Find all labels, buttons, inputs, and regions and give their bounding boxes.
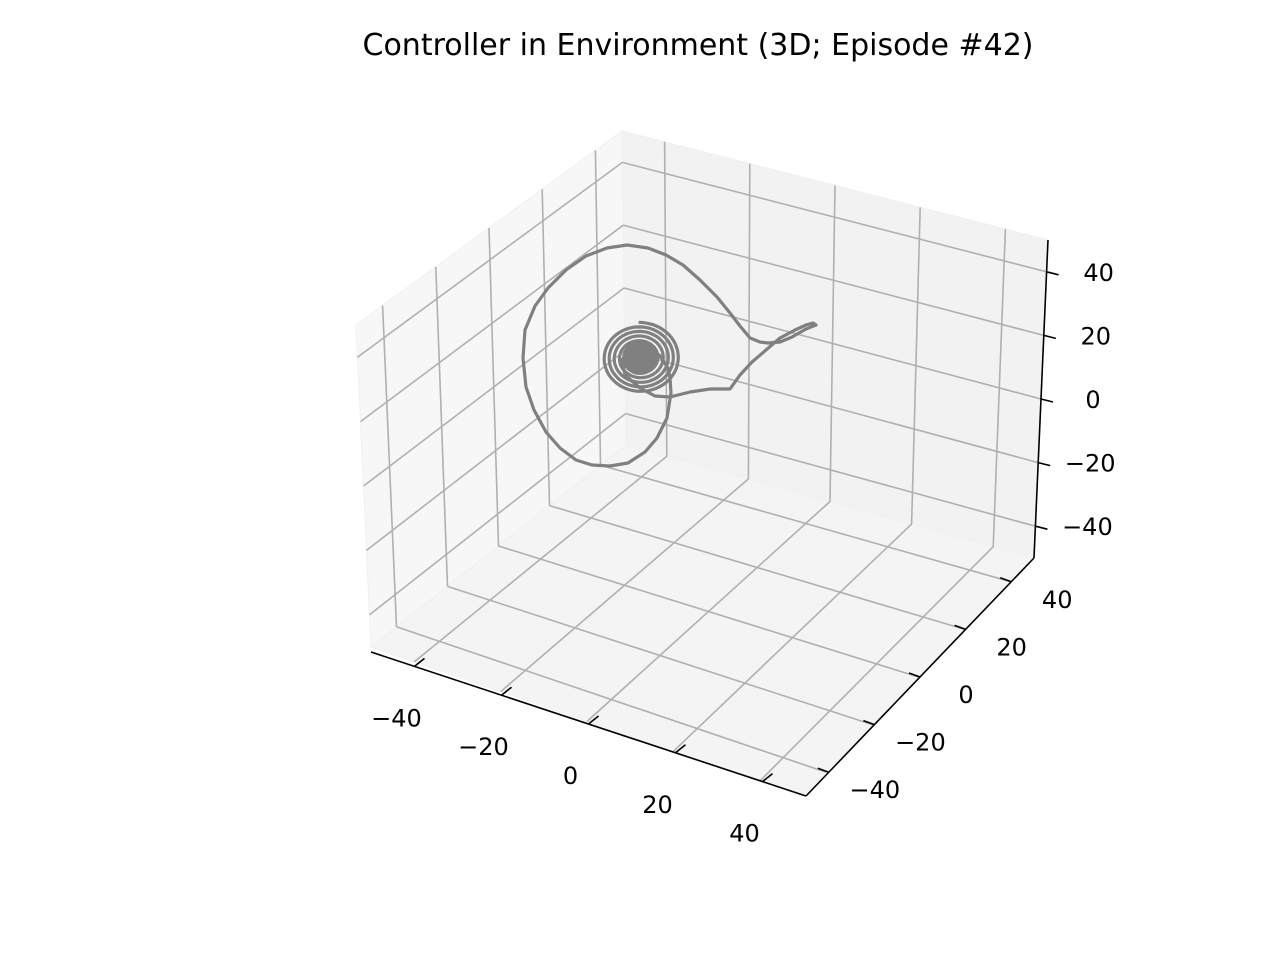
grid-left-z-2 <box>363 287 625 487</box>
grid-back-z-2 <box>623 287 1042 400</box>
grid-left-z-3 <box>360 224 624 423</box>
grid-left-z-4 <box>357 161 623 358</box>
x-tick-mark-3 <box>675 744 686 754</box>
grid-back-pane <box>622 141 1047 547</box>
x-tick-mark-4 <box>762 772 773 783</box>
x-tick-mark-1 <box>501 686 512 696</box>
y-tick-mark-2 <box>908 672 921 678</box>
z-axis-ticks: −40 −20 0 20 40 <box>1035 259 1116 541</box>
z-tick-label-1: −20 <box>1065 450 1116 478</box>
trajectory-outer-loop <box>521 243 818 468</box>
x-tick-mark-2 <box>588 715 599 725</box>
x-tick-label-2: 0 <box>563 762 578 790</box>
grid-floor-pane <box>396 455 1012 782</box>
chart-title: Controller in Environment (3D; Episode #… <box>363 28 1034 63</box>
y-axis-ticks: −40 −20 0 20 40 <box>817 577 1073 804</box>
x-tick-label-0: −40 <box>371 704 422 732</box>
z-tick-label-0: −40 <box>1062 513 1113 541</box>
y-tick-mark-1 <box>863 719 875 726</box>
x-axis-ticks: −40 −20 0 20 40 <box>371 657 773 848</box>
x-tick-label-1: −20 <box>458 733 509 761</box>
trajectory-attractor-core <box>622 341 658 375</box>
x-tick-label-3: 20 <box>642 791 673 819</box>
grid-left-y-3 <box>541 189 551 506</box>
z-tick-mark-3 <box>1043 334 1056 340</box>
y-tick-label-3: 20 <box>996 633 1027 661</box>
z-tick-mark-1 <box>1038 461 1051 467</box>
grid-floor-x-4 <box>759 546 994 782</box>
grid-floor-x-3 <box>672 523 913 752</box>
y-tick-label-2: 0 <box>958 681 973 709</box>
grid-back-z-3 <box>622 224 1045 337</box>
z-tick-label-3: 20 <box>1081 322 1112 350</box>
grid-back-x-4 <box>992 229 1007 547</box>
y-tick-label-1: −20 <box>895 729 946 757</box>
z-tick-label-4: 40 <box>1083 259 1114 287</box>
x-tick-mark-0 <box>414 657 425 668</box>
y-tick-mark-4 <box>999 577 1012 583</box>
grid-floor-y-4 <box>600 464 1012 583</box>
y-tick-label-0: −40 <box>849 776 900 804</box>
grid-back-x-3 <box>910 207 921 525</box>
grid-back-z-4 <box>622 161 1047 273</box>
z-tick-mark-2 <box>1040 398 1054 403</box>
z-tick-mark-0 <box>1035 525 1048 530</box>
y-tick-label-4: 40 <box>1042 586 1073 614</box>
trajectory-series <box>521 243 818 468</box>
y-tick-mark-3 <box>954 624 966 631</box>
y-tick-mark-0 <box>817 767 830 773</box>
grid-left-y-4 <box>594 150 602 466</box>
x-tick-label-4: 40 <box>729 820 760 848</box>
grid-floor-y-3 <box>549 504 965 631</box>
z-tick-label-2: 0 <box>1085 386 1100 414</box>
grid-left-pane <box>357 150 627 627</box>
grid-floor-y-2 <box>498 545 919 678</box>
z-tick-mark-4 <box>1046 271 1059 276</box>
